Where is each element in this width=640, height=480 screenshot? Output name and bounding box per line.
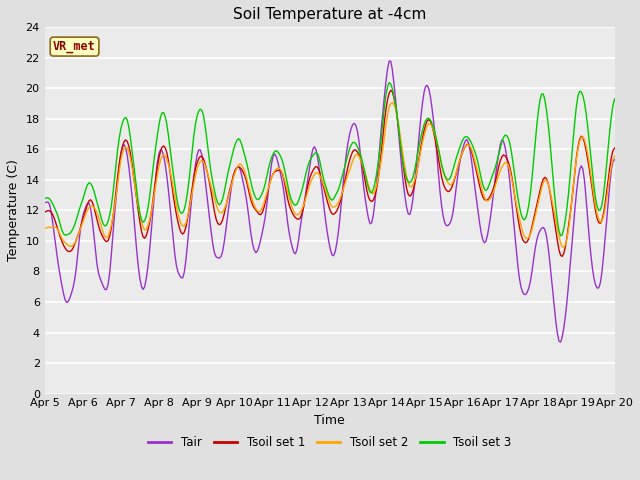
Tsoil set 2 xyxy=(388,100,396,106)
Tsoil set 3 xyxy=(41,196,49,202)
Tsoil set 2 xyxy=(41,226,49,231)
Tsoil set 2 xyxy=(560,244,568,250)
Tair xyxy=(582,195,590,201)
Tsoil set 3 xyxy=(211,188,218,194)
Tsoil set 3 xyxy=(385,80,393,85)
Line: Tair: Tair xyxy=(45,61,614,342)
Title: Soil Temperature at -4cm: Soil Temperature at -4cm xyxy=(233,7,426,22)
Tsoil set 3 xyxy=(230,147,237,153)
Line: Tsoil set 3: Tsoil set 3 xyxy=(45,83,614,236)
Tair xyxy=(41,200,49,205)
Tsoil set 3 xyxy=(582,110,590,116)
Y-axis label: Temperature (C): Temperature (C) xyxy=(7,159,20,262)
Legend: Tair, Tsoil set 1, Tsoil set 2, Tsoil set 3: Tair, Tsoil set 1, Tsoil set 2, Tsoil se… xyxy=(143,431,516,454)
Tair xyxy=(290,250,298,255)
Tair xyxy=(211,250,218,256)
Tsoil set 1 xyxy=(611,145,618,151)
Tair xyxy=(230,172,237,178)
Tair xyxy=(385,58,393,64)
Tsoil set 3 xyxy=(557,233,564,239)
Tsoil set 2 xyxy=(211,196,218,202)
Tsoil set 1 xyxy=(290,213,298,218)
Tsoil set 1 xyxy=(41,209,49,215)
Tsoil set 2 xyxy=(230,174,237,180)
Tsoil set 1 xyxy=(230,172,237,178)
Tair xyxy=(557,339,564,345)
Tair xyxy=(239,179,247,185)
Tsoil set 1 xyxy=(582,147,590,153)
Line: Tsoil set 1: Tsoil set 1 xyxy=(45,90,614,256)
Tsoil set 3 xyxy=(239,146,247,152)
Text: VR_met: VR_met xyxy=(53,40,96,53)
Tsoil set 1 xyxy=(211,209,218,215)
Tsoil set 2 xyxy=(111,204,118,210)
Tsoil set 2 xyxy=(582,143,590,148)
Tsoil set 1 xyxy=(558,253,566,259)
X-axis label: Time: Time xyxy=(314,414,345,427)
Tsoil set 3 xyxy=(290,202,298,207)
Tsoil set 3 xyxy=(611,96,618,102)
Line: Tsoil set 2: Tsoil set 2 xyxy=(45,103,614,247)
Tair xyxy=(611,157,618,163)
Tsoil set 2 xyxy=(290,209,298,215)
Tsoil set 2 xyxy=(611,154,618,159)
Tair xyxy=(111,212,118,218)
Tsoil set 1 xyxy=(111,203,118,208)
Tsoil set 1 xyxy=(239,169,247,175)
Tsoil set 1 xyxy=(387,87,395,93)
Tsoil set 3 xyxy=(111,177,118,182)
Tsoil set 2 xyxy=(239,165,247,170)
